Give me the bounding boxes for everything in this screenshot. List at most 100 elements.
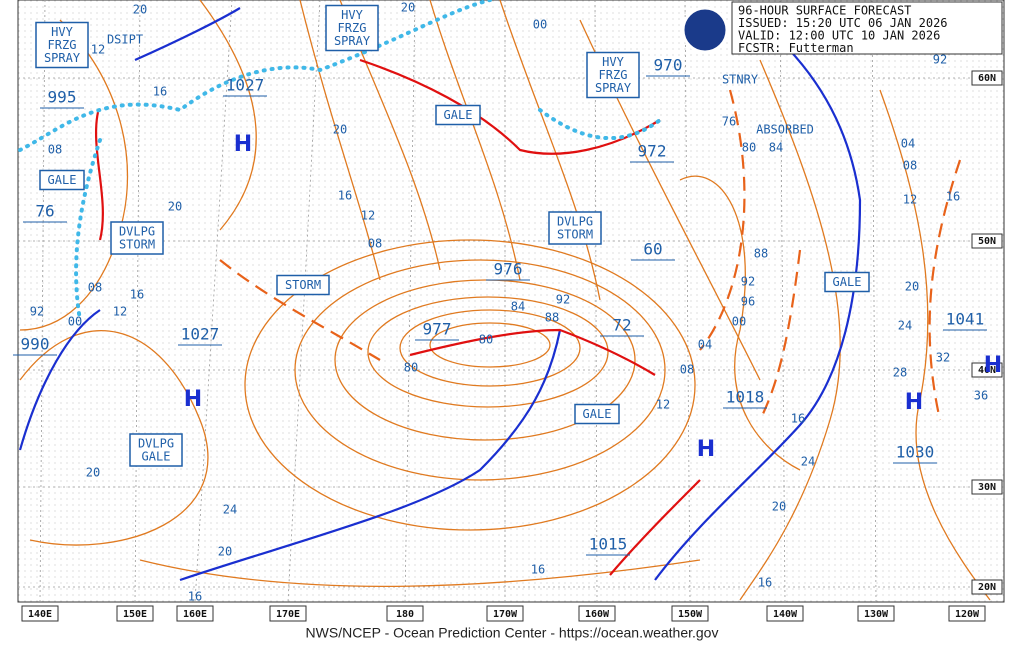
- lat-label: 30N: [978, 482, 996, 493]
- warning-text: GALE: [142, 450, 171, 464]
- isobar-label: 16: [153, 85, 167, 99]
- pressure-center: 970: [654, 56, 683, 75]
- lon-label: 150E: [123, 609, 147, 620]
- isobar-label: 80: [742, 141, 756, 155]
- lon-label-box: [116, 605, 154, 622]
- lat-label: 40N: [978, 365, 996, 376]
- warning-text: STORM: [285, 278, 321, 292]
- warning-text: SPRAY: [44, 51, 81, 65]
- footer-credit: NWS/NCEP - Ocean Prediction Center - htt…: [306, 625, 719, 641]
- isobar-label: 20: [218, 545, 232, 559]
- isobar-label: 00: [68, 315, 82, 329]
- isobar-label: 04: [901, 137, 915, 151]
- isobar-label: 12: [113, 305, 127, 319]
- warning-text: HVY: [341, 8, 363, 22]
- lon-label-box: [857, 605, 895, 622]
- isobar-label: 16: [791, 412, 805, 426]
- isobar-label: 12: [903, 193, 917, 207]
- grid: [18, 0, 1004, 603]
- noaa-logo: [681, 6, 729, 54]
- lon-label-box: [21, 605, 59, 622]
- header-line: VALID: 12:00 UTC 10 JAN 2026: [738, 29, 940, 43]
- warning-text: STORM: [557, 228, 593, 242]
- high-marker: H: [234, 132, 252, 157]
- warning-box: [276, 274, 330, 296]
- lon-label: 150W: [678, 609, 703, 620]
- pressure-center: 1018: [726, 388, 765, 407]
- isobar-label: 08: [903, 159, 917, 173]
- lon-label-box: [766, 605, 804, 622]
- warning-box: [435, 104, 481, 126]
- lon-label-box: [948, 605, 986, 622]
- isobar-label: 16: [531, 563, 545, 577]
- isobar-label: 92: [30, 305, 44, 319]
- isobar-label: 20: [905, 280, 919, 294]
- warning-text: FRZG: [48, 38, 77, 52]
- warning-text: DVLPG: [557, 215, 593, 229]
- isobar-label: 20: [333, 123, 347, 137]
- lon-label: 130W: [864, 609, 889, 620]
- warning-text: STORM: [119, 238, 155, 252]
- isobar-label: 00: [732, 315, 746, 329]
- pressure-center: 976: [494, 260, 523, 279]
- warning-text: GALE: [48, 173, 77, 187]
- isobar-label: 08: [368, 237, 382, 251]
- fronts: [18, 0, 862, 582]
- high-marker: H: [905, 390, 923, 415]
- isobar-label: 92: [556, 293, 570, 307]
- pressure-center: 1027: [181, 325, 220, 344]
- isobar-label: 84: [769, 141, 783, 155]
- lon-label-box: [386, 605, 424, 622]
- pressure-center: 972: [638, 142, 667, 161]
- isobar-label: 08: [88, 281, 102, 295]
- lon-label-box: [486, 605, 524, 622]
- isobar-label: 36: [974, 389, 988, 403]
- warning-box: [35, 21, 89, 69]
- isobar-label: 16: [130, 288, 144, 302]
- isobar-label: 00: [533, 18, 547, 32]
- warning-text: FRZG: [599, 68, 628, 82]
- high-marker: H: [697, 437, 715, 462]
- lon-label: 160E: [183, 609, 207, 620]
- isobar-label: 80: [479, 333, 493, 347]
- isobar-label: 84: [511, 300, 525, 314]
- warning-box: [325, 4, 379, 52]
- lon-label-box: [176, 605, 214, 622]
- lon-label: 120W: [955, 609, 980, 620]
- isobar-label: 28: [893, 366, 907, 380]
- lon-label: 180: [396, 609, 414, 620]
- pressure-center: 60: [643, 240, 662, 259]
- isobar-label: 92: [741, 275, 755, 289]
- isobar-label: 12: [656, 398, 670, 412]
- isobar-label: 08: [680, 363, 694, 377]
- warning-text: GALE: [833, 275, 862, 289]
- isobar-label: 96: [741, 295, 755, 309]
- lon-label-box: [671, 605, 709, 622]
- header-box: [731, 1, 1003, 55]
- pressure-center: 1027: [226, 76, 265, 95]
- pressure-center: 1041: [946, 310, 985, 329]
- lat-label-box: [971, 233, 1003, 249]
- lat-label: 20N: [978, 582, 996, 593]
- isobar-label: 16: [188, 590, 202, 604]
- lat-label: 60N: [978, 73, 996, 84]
- header-line: FCSTR: Futterman: [738, 41, 854, 55]
- lon-label: 170E: [276, 609, 300, 620]
- lat-label-box: [971, 579, 1003, 595]
- warning-text: SPRAY: [334, 34, 371, 48]
- pressure-center: 1030: [896, 443, 935, 462]
- high-marker: H: [984, 353, 1002, 378]
- warning-box: [574, 403, 620, 425]
- isobar-label: 04: [698, 338, 712, 352]
- warning-text: GALE: [583, 407, 612, 421]
- lon-label: 160W: [585, 609, 610, 620]
- isobar-label: 88: [754, 247, 768, 261]
- header-line: 96-HOUR SURFACE FORECAST: [738, 4, 911, 18]
- warning-box: [824, 271, 870, 293]
- lon-label-box: [269, 605, 307, 622]
- lat-label: 50N: [978, 236, 996, 247]
- isobar-label: 24: [223, 503, 237, 517]
- warning-box: [548, 211, 602, 245]
